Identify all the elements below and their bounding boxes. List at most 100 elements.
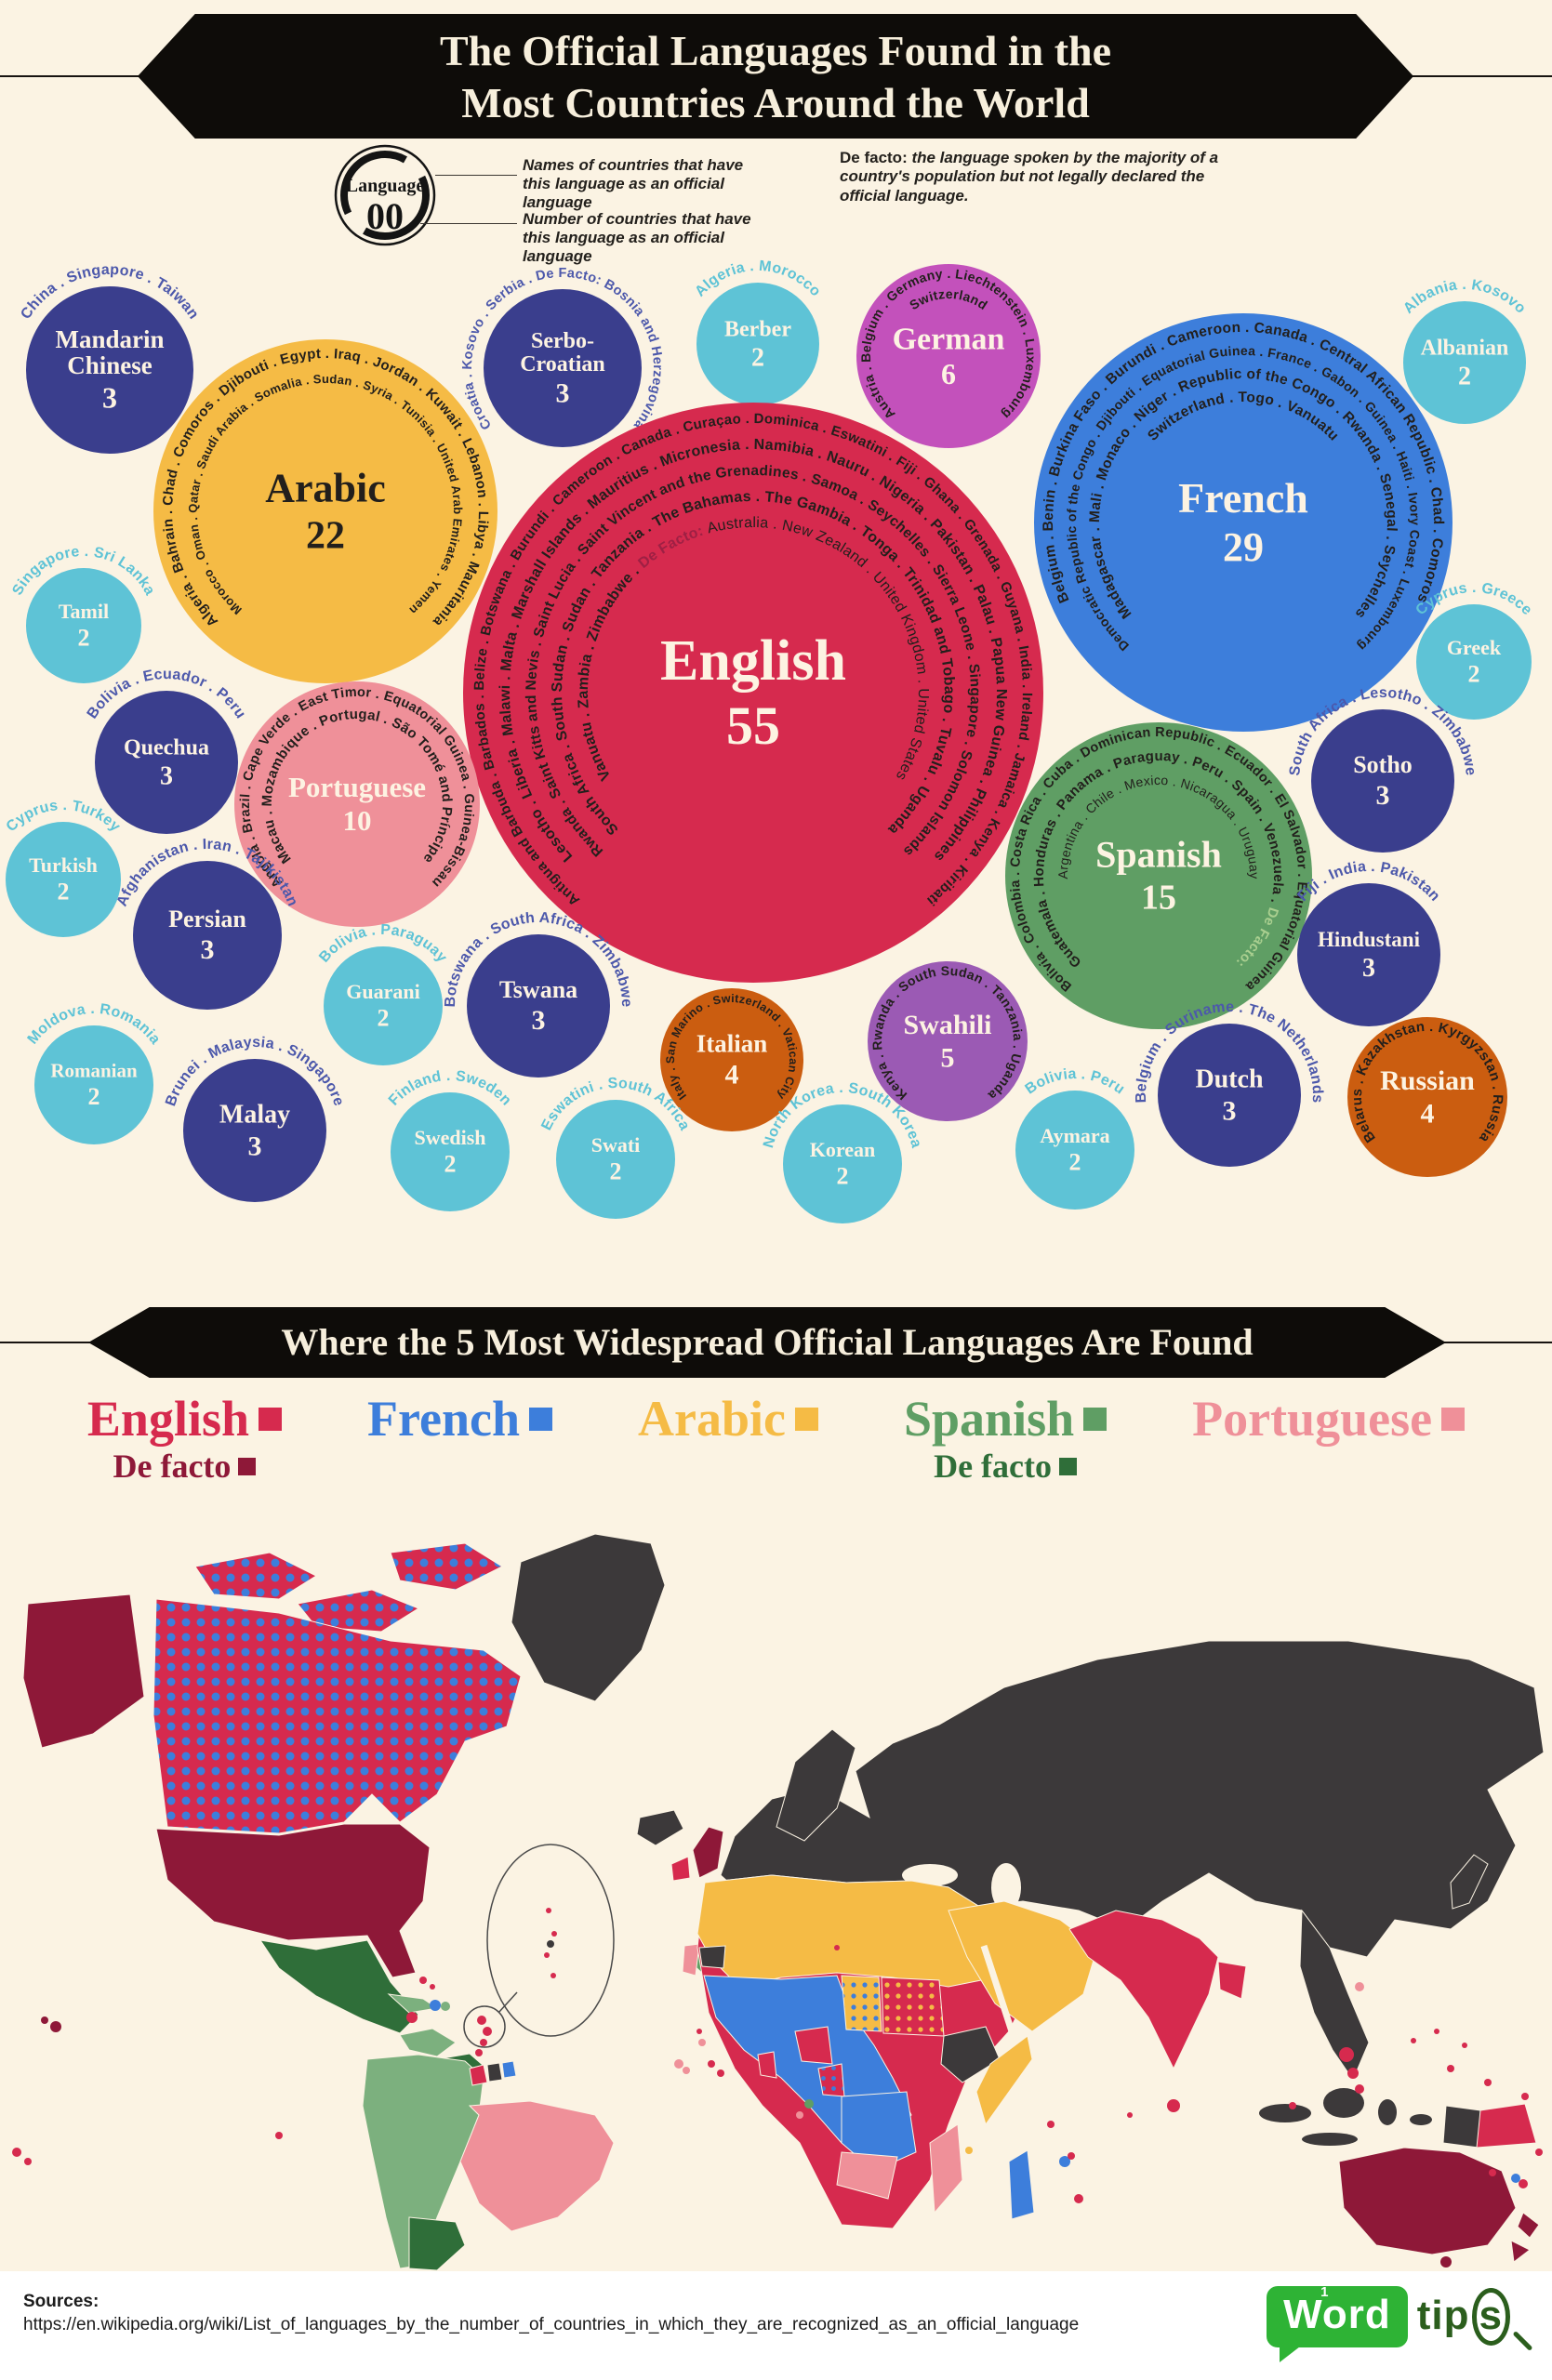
map-dot-mauritius1 — [1059, 2156, 1070, 2167]
bubble-circle — [183, 1059, 326, 1202]
legend-color-swatch — [1083, 1407, 1108, 1431]
map-region-chad — [841, 1975, 882, 2032]
world-map — [12, 1533, 1545, 2271]
map-dot-bahamas2 — [430, 1984, 435, 1990]
legend-language-label: Arabic — [638, 1391, 786, 1447]
bubble-language-name: Dutch — [1195, 1065, 1264, 1094]
map-region-greenland — [511, 1533, 666, 1702]
map-dot-vanuatu — [1489, 2169, 1496, 2176]
bubble-country-count: 3 — [160, 761, 173, 790]
bubble-country-count: 2 — [58, 879, 70, 906]
map-dot-hawaii1 — [50, 2021, 61, 2032]
map-dot-pacific1 — [1447, 2065, 1454, 2072]
bubble-circle — [660, 988, 803, 1131]
bubble-country-count: 6 — [941, 357, 956, 390]
map-region-sulawesi — [1378, 2099, 1397, 2125]
page-title-line1: The Official Languages Found in the — [439, 27, 1112, 74]
defacto-definition-lead: De facto: — [840, 149, 908, 166]
bubble-circle — [696, 283, 819, 405]
magnifier-handle-icon — [1512, 2331, 1533, 2351]
bubble-circle — [1034, 313, 1453, 732]
sources-url: https://en.wikipedia.org/wiki/List_of_la… — [23, 2315, 1080, 2334]
map-region-callout-connector — [497, 1991, 518, 2014]
map-dot-maldives — [1127, 2112, 1133, 2118]
map-dot-seychelles — [1047, 2121, 1055, 2128]
bubble-circle — [324, 946, 443, 1065]
bubble-language-name: Aymara — [1040, 1124, 1109, 1147]
bubble-circle — [26, 286, 193, 454]
map-dot-philippines3 — [1355, 2084, 1364, 2094]
bubble-country-count: 3 — [532, 1005, 546, 1036]
bubble-language-name: Romanian — [50, 1060, 138, 1082]
key-connector-top — [435, 175, 517, 176]
bubble-language-name: Swahili — [903, 1010, 991, 1040]
map-region-caspian-sea — [991, 1863, 1021, 1911]
map-dot-callout-is1 — [546, 1908, 551, 1913]
bubble-language-name: Arabic — [265, 466, 386, 511]
map-region-seasia — [1299, 1909, 1370, 2082]
bubble-language-name: Spanish — [1095, 834, 1222, 876]
logo-tips-tip: tip — [1416, 2293, 1470, 2338]
map-region-uk — [692, 1826, 724, 1879]
language-bubble-italian: Italy . San Marino . Switzerland . Vatic… — [660, 988, 803, 1131]
map-dot-jamaica — [406, 2012, 418, 2023]
map-dot-sao-tome — [796, 2111, 803, 2119]
bubble-country-count: 2 — [378, 1005, 390, 1032]
map-legend: English De facto French Arabic Spanish De fac… — [0, 1393, 1552, 1484]
sources-heading: Sources: — [23, 2292, 99, 2311]
map-dot-comoros — [965, 2147, 973, 2154]
map-region-usa — [155, 1823, 431, 1978]
map-dot-cape-verde2 — [683, 2067, 690, 2074]
map-dot-antilles2 — [483, 2027, 492, 2036]
map-region-cameroon — [817, 2063, 845, 2097]
bubble-circle — [467, 934, 610, 1078]
bubble-country-count: 4 — [725, 1060, 739, 1091]
map-dot-guinea-bissau — [698, 2039, 706, 2046]
map-region-caribbean-callout-circle — [463, 2005, 506, 2048]
bubble-circle — [484, 289, 642, 447]
bubble-circle — [556, 1100, 675, 1219]
legend-language-label: English — [86, 1391, 250, 1447]
bubble-country-count: 2 — [610, 1158, 622, 1185]
map-region-ireland — [670, 1856, 691, 1882]
bubble-circle — [133, 861, 282, 1010]
bubble-country-count: 3 — [102, 381, 117, 415]
legend-item-spanish: Spanish De facto — [904, 1393, 1108, 1485]
map-dot-philippines2 — [1347, 2068, 1359, 2079]
legend-defacto-label: De facto — [934, 1447, 1053, 1485]
bubble-country-count: 4 — [1421, 1098, 1435, 1129]
bubble-language-name: Turkish — [29, 853, 98, 877]
map-region-mexico — [259, 1939, 419, 2034]
bubble-country-count: 2 — [1458, 362, 1471, 390]
legend-key-circle: Language 00 — [334, 144, 436, 246]
map-dot-pacific3 — [1521, 2093, 1529, 2100]
bubble-language-name: Swedish — [414, 1126, 485, 1149]
bubble-language-name: German — [893, 322, 1005, 356]
bubble-country-count: 3 — [248, 1130, 262, 1161]
map-dot-reunion — [1074, 2194, 1083, 2203]
legend-color-swatch — [1441, 1407, 1466, 1431]
legend-color-swatch — [794, 1407, 818, 1431]
page-title-line2: Most Countries Around the World — [461, 79, 1090, 127]
defacto-definition-body: the language spoken by the majority of a… — [840, 149, 1219, 205]
map-region-new-zealand-n — [1517, 2212, 1540, 2239]
bubble-language-name: Berber — [724, 318, 791, 342]
logo-magnifier-s: s — [1471, 2288, 1510, 2346]
map-dot-hawaii2 — [41, 2016, 48, 2024]
map-dot-micronesia2 — [1434, 2029, 1439, 2034]
map-region-brazil — [459, 2100, 615, 2232]
bubble-circle — [783, 1104, 902, 1223]
bubble-circle — [868, 961, 1028, 1121]
map-dot-pacific2 — [1484, 2079, 1492, 2086]
wordtips-logo: 1 Word tip s — [1267, 2284, 1533, 2362]
key-note-names: Names of countries that have this langua… — [523, 156, 744, 212]
map-region-guatemala-ca — [399, 2028, 457, 2057]
map-region-australia — [1338, 2147, 1517, 2255]
bubble-language-name: Persian — [168, 906, 246, 932]
map-dot-micronesia1 — [1411, 2038, 1416, 2043]
